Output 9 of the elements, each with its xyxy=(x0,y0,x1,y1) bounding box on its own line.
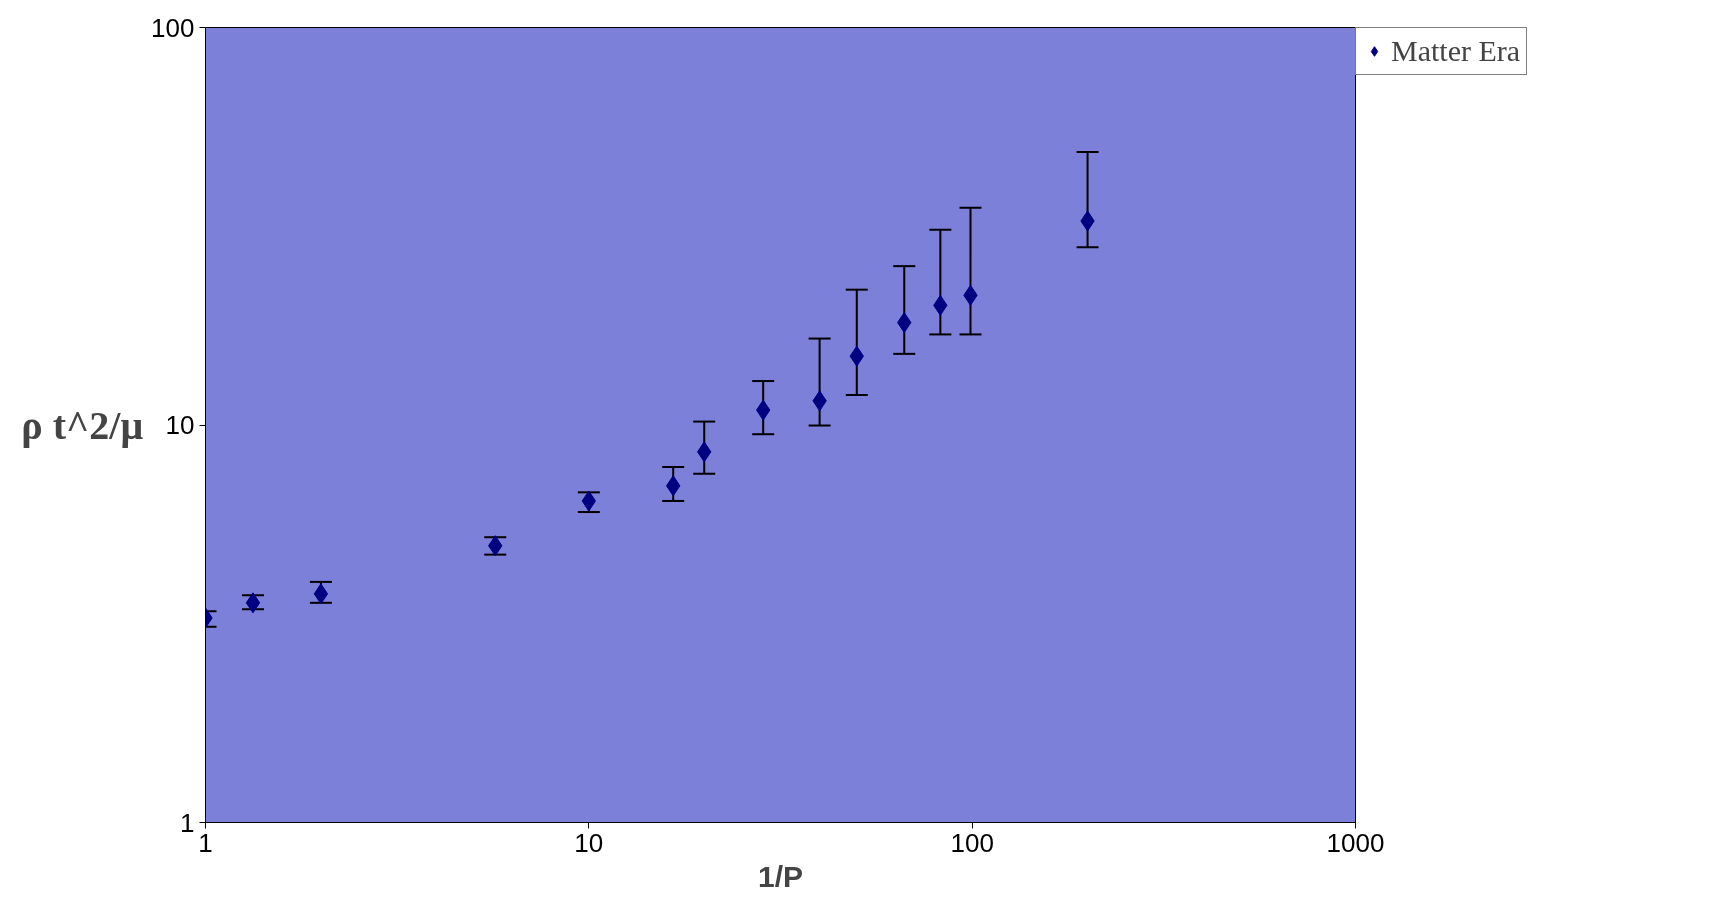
y-axis-title: ρ t^2/μ xyxy=(21,402,144,448)
y-tick-label: 10 xyxy=(165,410,195,440)
x-tick-label: 10 xyxy=(574,827,604,858)
x-axis-title: 1/P xyxy=(757,859,804,893)
y-tick-label: 1 xyxy=(180,807,195,838)
x-tick-label: 100 xyxy=(950,827,994,858)
legend-label: Matter Era xyxy=(1391,34,1521,68)
y-tick-label: 100 xyxy=(151,12,195,43)
x-tick-label: 1000 xyxy=(1326,827,1385,858)
